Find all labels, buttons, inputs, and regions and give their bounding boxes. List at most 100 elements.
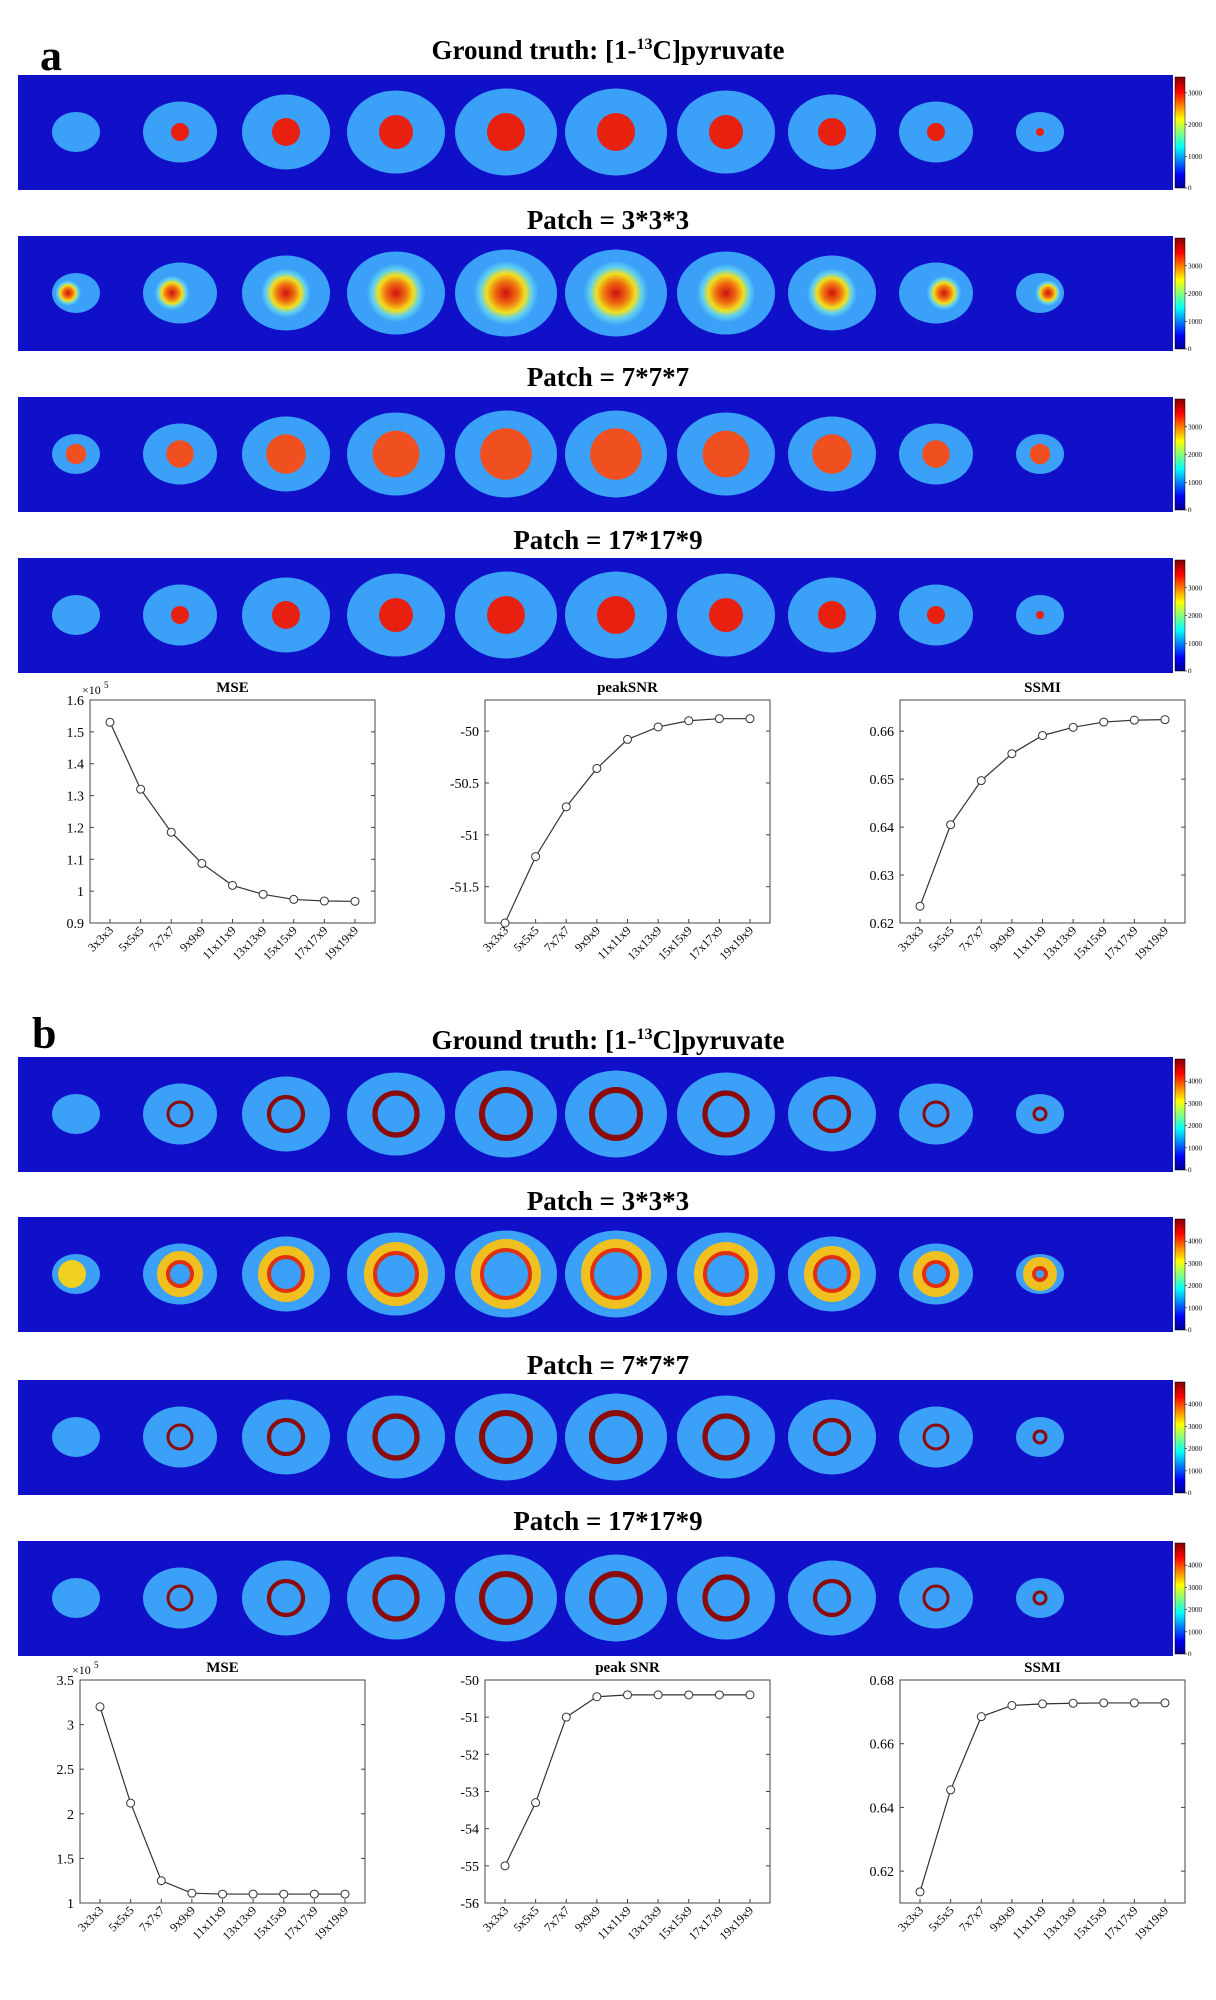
- colorbar-b-patch-7: 4000 3000 2000 1000 0: [1174, 1381, 1203, 1496]
- data-point: [531, 852, 541, 862]
- x-tick-label: 19x19x9: [1132, 923, 1172, 963]
- x-tick-label: 3x3x3: [75, 1903, 106, 1934]
- x-tick-label: 3x3x3: [895, 1903, 926, 1934]
- colorbar-tick-label: 0: [1188, 1490, 1192, 1496]
- ring: [702, 1574, 750, 1622]
- colorbar-a-patch-7: 3000 2000 1000 0: [1174, 398, 1203, 512]
- y-tick-label: 2.5: [57, 1763, 75, 1778]
- row-title-a-patch-7: Patch = 7*7*7: [526, 362, 690, 392]
- ring: [166, 1584, 194, 1612]
- row-title-a-patch-17: Patch = 17*17*9: [513, 525, 703, 555]
- data-point: [561, 1712, 571, 1722]
- phantom-strip-a-ground-truth: [18, 75, 1173, 190]
- lesion-disc: [487, 596, 525, 634]
- y-tick-label: 0.62: [870, 1865, 895, 1880]
- axis-multiplier-exponent: 5: [94, 1660, 99, 1670]
- ring-blur: [581, 1239, 651, 1309]
- data-point: [1160, 715, 1170, 725]
- lesion-disc: [266, 434, 306, 474]
- ring: [166, 1423, 194, 1451]
- data-point: [1068, 722, 1078, 732]
- axis-multiplier-exponent: 5: [104, 680, 109, 690]
- lesion-disc: [379, 598, 413, 632]
- phantom-ellipse: [242, 1236, 330, 1312]
- ring: [589, 1571, 643, 1625]
- x-tick-label: 5x5x5: [116, 923, 147, 954]
- phantom-ellipse: [788, 1399, 876, 1475]
- ring-blur: [913, 1251, 959, 1297]
- x-tick-label: 19x19x9: [312, 1903, 352, 1943]
- colorbar-tick-label: 0: [1188, 1327, 1192, 1333]
- lesion-disc: [65, 443, 87, 465]
- data-point: [258, 889, 268, 899]
- phantom-ellipse: [143, 1567, 217, 1629]
- lesion-disc: [171, 606, 189, 624]
- phantom-ellipse: [347, 1395, 445, 1479]
- phantom-strip-a-patch-3: [18, 236, 1173, 351]
- phantom-ellipse: [347, 1556, 445, 1640]
- lesion-disc: [480, 428, 532, 480]
- data-point: [228, 880, 237, 890]
- ring: [1032, 1429, 1048, 1445]
- colorbar-tick-label: 3000: [1188, 262, 1203, 270]
- chart-b-peak-snr: peak SNR -56 -55 -54 -53 -52 -51 -50 3x3x3 5x5x5 7…: [460, 1660, 771, 1943]
- y-tick-label: 1: [77, 885, 84, 900]
- x-tick-label: 3x3x3: [85, 923, 116, 954]
- colorbar-a-ground-truth: 3000 2000 1000 0: [1174, 76, 1203, 191]
- ring-core: [373, 1251, 419, 1297]
- lesion-disc: [922, 440, 950, 468]
- y-tick-label: 2: [67, 1808, 74, 1823]
- data-point: [684, 716, 694, 726]
- colorbar-tick-label: 3000: [1188, 89, 1203, 97]
- row-title-b-patch-17: Patch = 17*17*9: [513, 1506, 703, 1536]
- ring-blur: [58, 1260, 86, 1288]
- phantom-strip-b-patch-3: [18, 1217, 1173, 1332]
- lesion-blob: [807, 268, 857, 318]
- colorbar-gradient: [1174, 559, 1186, 672]
- x-tick-label: 19x19x9: [717, 923, 757, 963]
- data-point: [714, 714, 724, 724]
- data-point: [197, 858, 207, 868]
- ring: [166, 1100, 194, 1128]
- colorbar-tick-label: 0: [1188, 185, 1192, 191]
- y-tick-label: 3.5: [57, 1674, 75, 1689]
- y-tick-label: -56: [460, 1897, 479, 1912]
- data-point: [218, 1889, 227, 1899]
- phantom-ellipse: [565, 1554, 667, 1642]
- lesion-blob: [154, 275, 190, 311]
- lesion-blob: [473, 260, 539, 326]
- colorbar-gradient: [1174, 1058, 1186, 1171]
- data-point: [653, 722, 663, 732]
- colorbar-tick-label: 2000: [1188, 290, 1203, 298]
- data-point: [915, 901, 925, 911]
- data-point: [279, 1889, 289, 1899]
- lesion-disc: [1036, 128, 1044, 136]
- y-tick-label: 1.4: [67, 758, 85, 773]
- plot-area: [899, 1679, 1186, 1904]
- phantom-strip-a-patch-17: [18, 558, 1173, 673]
- data-point: [946, 820, 956, 830]
- ring-core: [1032, 1266, 1048, 1282]
- colorbar-b-patch-3: 4000 3000 2000 1000 0: [1174, 1218, 1203, 1333]
- ring-blur: [1023, 1257, 1057, 1291]
- phantom-ellipse: [52, 1417, 100, 1457]
- data-point: [1160, 1698, 1170, 1708]
- colorbar-gradient: [1174, 1218, 1186, 1331]
- data-point: [1099, 1698, 1109, 1708]
- y-tick-label: 0.64: [870, 821, 895, 836]
- data-point: [350, 896, 360, 906]
- ring: [266, 1094, 306, 1134]
- x-tick-label: 7x7x7: [956, 1903, 987, 1934]
- phantom-ellipse: [52, 1578, 100, 1618]
- ring-core: [480, 1248, 532, 1300]
- phantom-ellipse: [788, 1560, 876, 1636]
- y-tick-label: 0.66: [870, 725, 895, 740]
- ring-blur: [364, 1242, 428, 1306]
- row-title-b-patch-3: Patch = 3*3*3: [526, 1186, 690, 1216]
- y-tick-label: -50.5: [450, 777, 479, 792]
- colorbar-tick-label: 2000: [1188, 451, 1203, 459]
- x-tick-label: 19x19x9: [322, 923, 362, 963]
- ring: [479, 1410, 533, 1464]
- title-suffix: C]pyruvate: [652, 1025, 785, 1055]
- x-tick-label: 5x5x5: [926, 1903, 957, 1934]
